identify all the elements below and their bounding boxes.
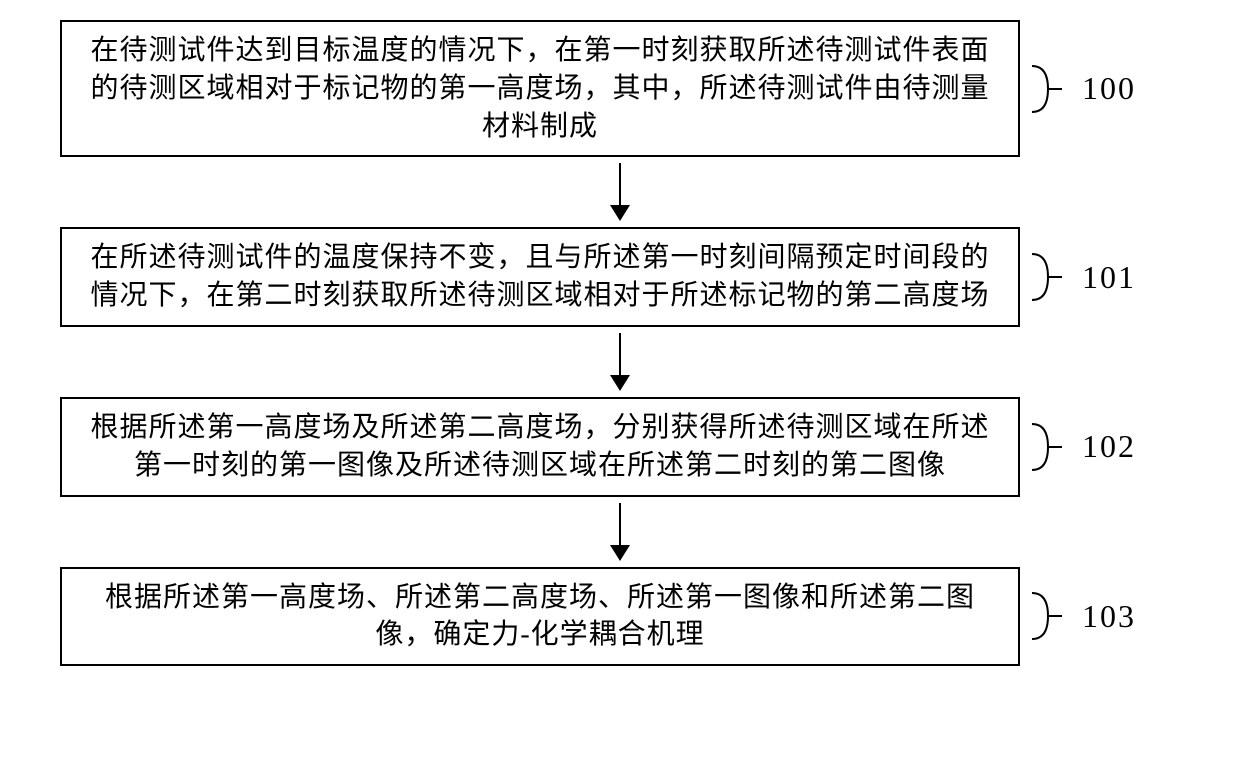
- step-box-1: 在所述待测试件的温度保持不变，且与所述第一时刻间隔预定时间段的情况下，在第二时刻…: [60, 227, 1020, 327]
- step-box-2: 根据所述第一高度场及所述第二高度场，分别获得所述待测区域在所述第一时刻的第一图像…: [60, 397, 1020, 497]
- step-row-1: 在所述待测试件的温度保持不变，且与所述第一时刻间隔预定时间段的情况下，在第二时刻…: [60, 227, 1179, 327]
- step-text: 在待测试件达到目标温度的情况下，在第一时刻获取所述待测试件表面的待测区域相对于标…: [90, 35, 989, 142]
- arrow-2: [140, 497, 1100, 567]
- step-row-3: 根据所述第一高度场、所述第二高度场、所述第一图像和所述第二图像，确定力-化学耦合…: [60, 567, 1179, 667]
- step-row-2: 根据所述第一高度场及所述第二高度场，分别获得所述待测区域在所述第一时刻的第一图像…: [60, 397, 1179, 497]
- arrow-1: [140, 327, 1100, 397]
- step-connector-1: 101: [1030, 252, 1136, 302]
- curve-bracket-icon: [1030, 422, 1070, 472]
- step-box-0: 在待测试件达到目标温度的情况下，在第一时刻获取所述待测试件表面的待测区域相对于标…: [60, 20, 1020, 157]
- curve-bracket-icon: [1030, 252, 1070, 302]
- step-text: 根据所述第一高度场、所述第二高度场、所述第一图像和所述第二图像，确定力-化学耦合…: [105, 582, 975, 651]
- step-text: 在所述待测试件的温度保持不变，且与所述第一时刻间隔预定时间段的情况下，在第二时刻…: [90, 242, 989, 311]
- step-box-3: 根据所述第一高度场、所述第二高度场、所述第一图像和所述第二图像，确定力-化学耦合…: [60, 567, 1020, 667]
- arrow-down-icon: [610, 163, 630, 221]
- arrow-0: [140, 157, 1100, 227]
- curve-bracket-icon: [1030, 591, 1070, 641]
- step-text: 根据所述第一高度场及所述第二高度场，分别获得所述待测区域在所述第一时刻的第一图像…: [90, 412, 989, 481]
- step-connector-3: 103: [1030, 591, 1136, 641]
- arrow-down-icon: [610, 333, 630, 391]
- flowchart-container: 在待测试件达到目标温度的情况下，在第一时刻获取所述待测试件表面的待测区域相对于标…: [60, 20, 1179, 666]
- step-label-1: 101: [1082, 259, 1136, 296]
- curve-bracket-icon: [1030, 64, 1070, 114]
- step-label-2: 102: [1082, 428, 1136, 465]
- step-connector-0: 100: [1030, 64, 1136, 114]
- step-label-0: 100: [1082, 70, 1136, 107]
- step-row-0: 在待测试件达到目标温度的情况下，在第一时刻获取所述待测试件表面的待测区域相对于标…: [60, 20, 1179, 157]
- arrow-down-icon: [610, 503, 630, 561]
- step-connector-2: 102: [1030, 422, 1136, 472]
- step-label-3: 103: [1082, 598, 1136, 635]
